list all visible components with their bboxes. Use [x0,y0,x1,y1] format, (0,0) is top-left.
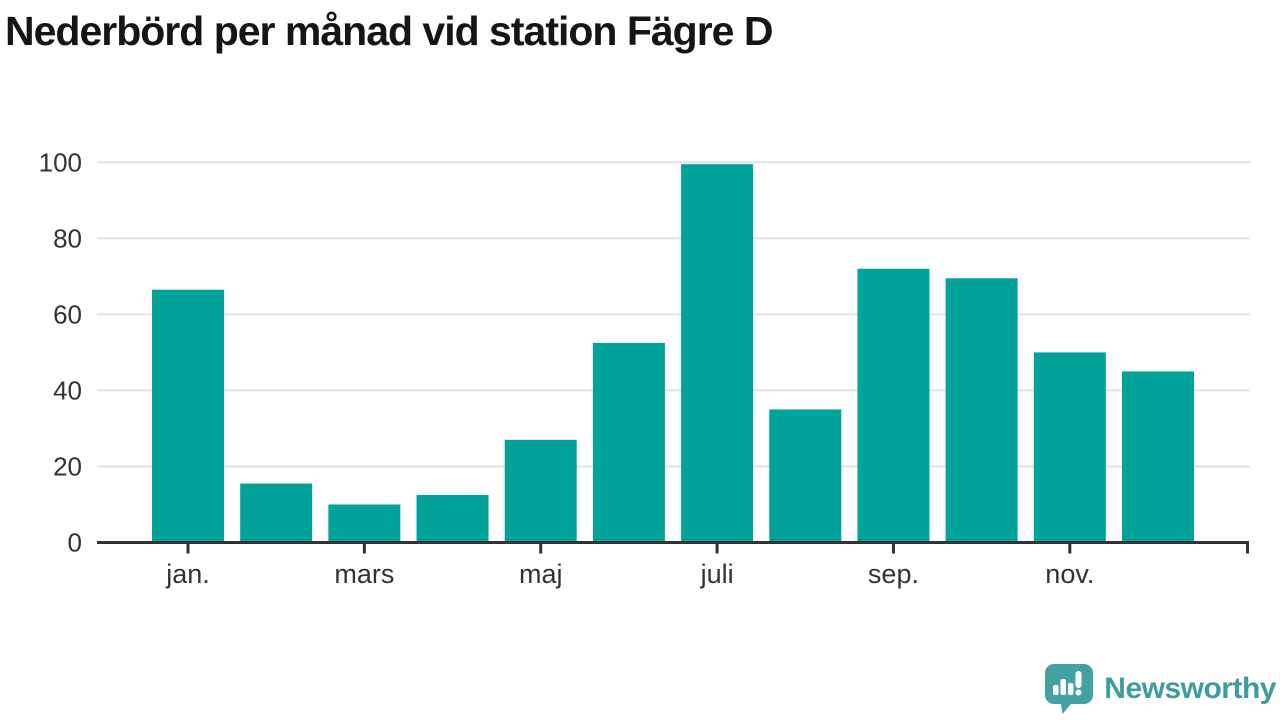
bar [857,268,930,543]
brand-name: Newsworthy [1104,672,1276,705]
x-tick-label: maj [519,559,563,589]
bar [769,409,842,543]
y-tick-label: 100 [39,147,82,177]
x-tick-label: nov. [1045,559,1094,589]
bar [1033,352,1106,543]
logo-bar-chart-glyph [1053,671,1082,696]
brand-footer: Newsworthy [1045,664,1276,714]
bar [945,278,1018,543]
bar [152,289,224,543]
bar [240,483,313,543]
y-tick-label: 0 [68,528,82,558]
x-tick-label: mars [334,559,394,589]
chart-title: Nederbörd per månad vid station Fägre D [5,8,773,54]
bar [1122,371,1194,543]
bar [416,494,489,543]
bar [681,164,754,543]
y-tick-label: 40 [53,375,82,405]
y-tick-label: 80 [53,223,82,253]
y-tick-label: 20 [53,451,82,481]
bar [592,342,665,543]
x-tick-label: sep. [868,559,919,589]
x-tick-label: jan. [165,559,210,589]
y-tick-label: 60 [53,299,82,329]
bar [504,439,577,543]
x-tick-label: juli [700,559,734,589]
bar [328,504,401,543]
newsworthy-logo-icon [1045,664,1094,714]
